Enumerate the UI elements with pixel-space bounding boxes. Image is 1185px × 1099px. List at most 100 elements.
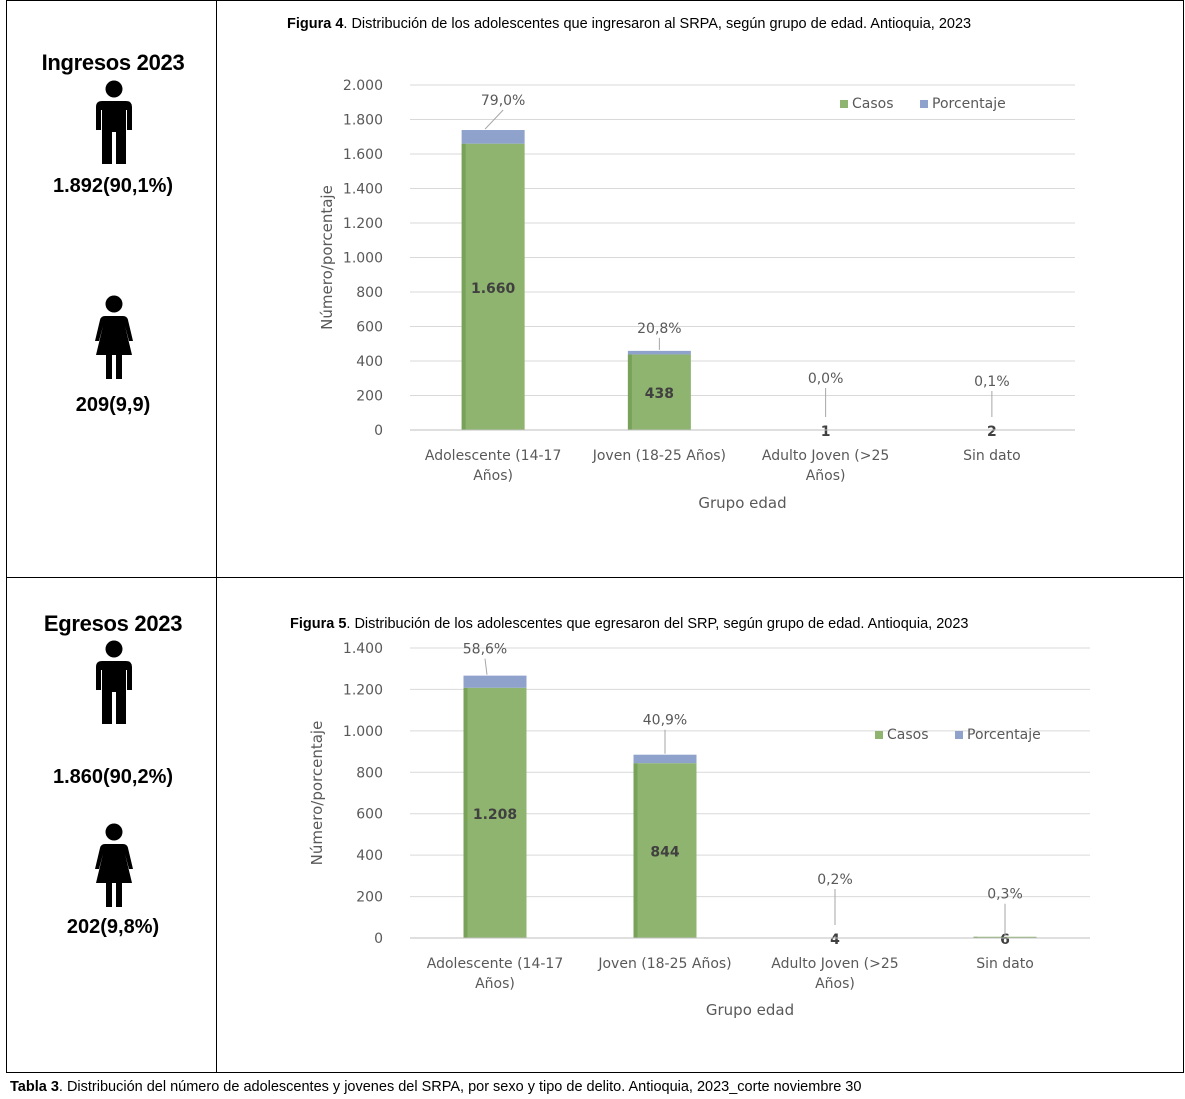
data-label-casos: 1.660 bbox=[471, 281, 516, 297]
y-tick-label: 400 bbox=[356, 354, 383, 370]
figure-4-text: . Distribución de los adolescentes que i… bbox=[343, 16, 972, 32]
bar-casos bbox=[461, 143, 525, 430]
data-label-leader bbox=[484, 658, 488, 675]
y-tick-label: 1.400 bbox=[343, 182, 383, 198]
x-tick-label: Adulto Joven (>25 bbox=[771, 956, 898, 972]
legend-swatch-casos bbox=[875, 731, 883, 739]
data-label-leader bbox=[484, 109, 504, 130]
data-label-porcentaje: 40,9% bbox=[643, 713, 687, 729]
data-label-porcentaje: 20,8% bbox=[637, 321, 681, 337]
bar-casos-edge bbox=[633, 763, 638, 938]
female-person-icon bbox=[95, 823, 133, 907]
figure-4-chart: 0 200 400 600 800 1.000 1.200 1.400 1.600 1.800 2.… bbox=[318, 78, 1075, 512]
x-tick-label: Joven (18-25 Años) bbox=[592, 448, 726, 464]
ingresos-male-value: 1.892(90,1%) bbox=[52, 175, 174, 197]
x-tick-label: Adulto Joven (>25 bbox=[762, 448, 889, 464]
data-label-casos: 6 bbox=[1000, 932, 1010, 948]
figure-4-label: Figura 4 bbox=[287, 16, 344, 32]
y-tick-label: 200 bbox=[356, 389, 383, 405]
x-tick-label: Joven (18-25 Años) bbox=[597, 956, 731, 972]
egresos-female-value: 202(9,8%) bbox=[66, 916, 160, 938]
table-3-caption: Tabla 3. Distribución del número de adol… bbox=[10, 1079, 861, 1095]
x-tick-label: Años) bbox=[473, 468, 513, 484]
bar-casos-edge bbox=[973, 936, 978, 938]
legend-swatch-porcentaje bbox=[920, 100, 928, 108]
data-label-porcentaje: 0,1% bbox=[974, 374, 1010, 390]
table-border-bottom bbox=[6, 1072, 1184, 1073]
bar-casos-edge bbox=[627, 354, 632, 430]
legend-label-casos: Casos bbox=[852, 96, 894, 112]
bar-porcentaje bbox=[633, 754, 697, 764]
bar-casos-edge bbox=[461, 143, 466, 430]
y-tick-label: 1.000 bbox=[343, 724, 383, 740]
y-tick-label: 600 bbox=[356, 807, 383, 823]
bar-casos-edge bbox=[463, 687, 468, 938]
y-tick-label: 1.000 bbox=[343, 251, 383, 267]
ingresos-title: Ingresos 2023 bbox=[41, 50, 185, 75]
data-label-casos: 1 bbox=[821, 424, 831, 440]
legend-swatch-casos bbox=[840, 100, 848, 108]
y-tick-label: 1.600 bbox=[343, 147, 383, 163]
male-person-icon bbox=[96, 80, 132, 164]
table-border-divider bbox=[216, 0, 217, 1072]
y-tick-label: 1.800 bbox=[343, 113, 383, 129]
bar-porcentaje bbox=[627, 350, 691, 355]
document-frame bbox=[6, 0, 1184, 1099]
table-border-right bbox=[1183, 0, 1184, 1072]
x-tick-label: Años) bbox=[806, 468, 846, 484]
table-3-text: . Distribución del número de adolescente… bbox=[58, 1079, 862, 1095]
data-label-casos: 2 bbox=[987, 424, 997, 440]
table-border-top bbox=[6, 0, 1184, 1]
x-axis-label: Grupo edad bbox=[706, 1001, 794, 1019]
table-border-middle bbox=[6, 577, 1184, 578]
female-person-icon bbox=[95, 295, 133, 379]
data-label-porcentaje: 0,0% bbox=[808, 371, 844, 387]
x-tick-label: Sin dato bbox=[976, 956, 1034, 972]
y-axis-label: Número/porcentaje bbox=[308, 721, 326, 866]
x-tick-label: Años) bbox=[815, 976, 855, 992]
y-tick-label: 0 bbox=[374, 931, 383, 947]
legend-label-casos: Casos bbox=[887, 727, 929, 743]
egresos-title: Egresos 2023 bbox=[43, 611, 183, 636]
legend-label-porcentaje: Porcentaje bbox=[932, 96, 1006, 112]
bar-casos bbox=[627, 354, 691, 430]
x-axis-label: Grupo edad bbox=[698, 494, 786, 512]
y-tick-label: 600 bbox=[356, 320, 383, 336]
y-tick-label: 1.400 bbox=[343, 641, 383, 657]
bar-casos bbox=[973, 936, 1037, 938]
data-label-porcentaje: 0,3% bbox=[987, 887, 1023, 903]
x-tick-label: Años) bbox=[475, 976, 515, 992]
y-tick-label: 2.000 bbox=[343, 78, 383, 94]
data-label-casos: 4 bbox=[830, 932, 840, 948]
data-label-casos: 438 bbox=[645, 386, 674, 402]
legend-label-porcentaje: Porcentaje bbox=[967, 727, 1041, 743]
y-tick-label: 800 bbox=[356, 765, 383, 781]
figure-4-caption: Figura 4. Distribución de los adolescent… bbox=[287, 16, 971, 32]
male-person-icon bbox=[96, 640, 132, 724]
y-tick-label: 1.200 bbox=[343, 682, 383, 698]
x-tick-label: Sin dato bbox=[963, 448, 1021, 464]
y-tick-label: 200 bbox=[356, 890, 383, 906]
table-3-label: Tabla 3 bbox=[10, 1079, 59, 1095]
egresos-male-value: 1.860(90,2%) bbox=[52, 766, 174, 788]
y-tick-label: 1.200 bbox=[343, 216, 383, 232]
figure-5-text: . Distribución de los adolescentes que e… bbox=[346, 616, 969, 632]
bar-porcentaje bbox=[463, 675, 527, 688]
figure-5-caption: Figura 5. Distribución de los adolescent… bbox=[290, 616, 968, 632]
legend-swatch-porcentaje bbox=[955, 731, 963, 739]
ingresos-female-value: 209(9,9) bbox=[75, 394, 151, 416]
y-axis-label: Número/porcentaje bbox=[318, 185, 336, 330]
bar-casos bbox=[633, 763, 697, 938]
y-tick-label: 400 bbox=[356, 848, 383, 864]
x-tick-label: Adolescente (14-17 bbox=[427, 956, 563, 972]
figure-5-label: Figura 5 bbox=[290, 616, 347, 632]
data-label-casos: 1.208 bbox=[473, 807, 517, 823]
data-label-casos: 844 bbox=[650, 845, 679, 861]
x-tick-label: Adolescente (14-17 bbox=[425, 448, 561, 464]
data-label-porcentaje: 58,6% bbox=[463, 642, 507, 658]
figure-5-chart: 0 200 400 600 800 1.000 1.200 1.400 Número/porce… bbox=[308, 641, 1090, 1019]
data-label-porcentaje: 79,0% bbox=[481, 93, 525, 109]
y-tick-label: 800 bbox=[356, 285, 383, 301]
bar-casos bbox=[463, 687, 527, 938]
table-border-left bbox=[6, 0, 7, 1072]
